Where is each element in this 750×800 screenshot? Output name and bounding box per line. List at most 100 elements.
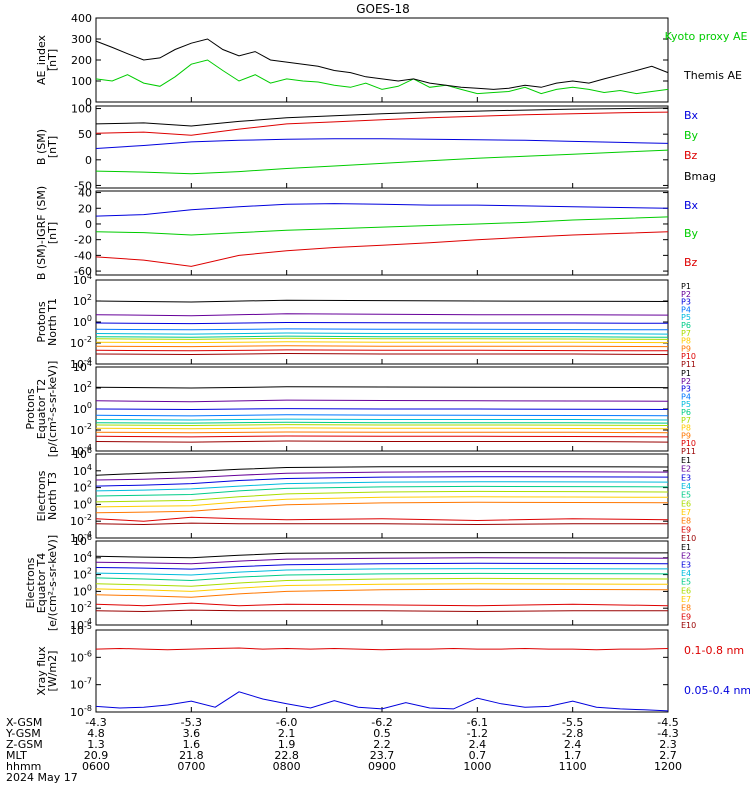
y-axis-label: North T1 [46, 298, 59, 346]
legend-label: P7 [681, 416, 691, 425]
x-row-value: 1.6 [183, 738, 201, 751]
y-tick-exponent: 2 [87, 480, 92, 489]
series-line-0-05-0-4-nm [95, 691, 669, 712]
y-tick-label: 50 [78, 128, 92, 141]
legend-label: E4 [681, 482, 691, 491]
panel-1: 0 100 200 300 400 AE_index[nT] Kyoto proxy AE T… [35, 12, 747, 109]
series-line-e3 [95, 562, 669, 570]
y-tick-label: -60 [74, 265, 92, 278]
series-line-e1 [95, 552, 669, 559]
y-tick-exponent: 2 [87, 380, 92, 389]
y-axis-label: [nT] [46, 49, 59, 71]
series-line-e5 [95, 485, 669, 497]
series-line-0-1-0-8-nm [95, 647, 669, 651]
legend-label: E7 [681, 508, 691, 517]
y-tick-label: -40 [74, 249, 92, 262]
series-line-e10 [95, 522, 668, 526]
series-line-p2 [95, 313, 669, 317]
y-tick-exponent: -2 [84, 335, 92, 344]
y-axis-label: Electrons [35, 470, 48, 521]
series-line-bz [95, 111, 669, 136]
y-tick-exponent: 4 [87, 272, 92, 281]
y-axis-label: [nT] [46, 136, 59, 158]
legend-label: P6 [681, 408, 691, 417]
series-line-p10 [95, 349, 669, 352]
x-row-value: -4.5 [657, 716, 678, 729]
series-line-p7 [95, 424, 669, 427]
legend-label: P8 [681, 337, 691, 346]
y-tick-label: 10-2 [70, 335, 92, 350]
x-row-value: 2.4 [469, 738, 487, 751]
series-line-e3 [95, 476, 669, 487]
y-tick-exponent: -4 [84, 530, 92, 539]
y-tick-label: 104 [73, 550, 92, 565]
series-line-p7 [95, 337, 669, 340]
legend-label: P9 [681, 431, 691, 440]
y-tick-exponent: 0 [87, 401, 92, 410]
series-line-p11 [95, 352, 669, 356]
x-row-label: Y-GSM [5, 727, 41, 740]
y-tick-exponent: -6 [84, 649, 92, 658]
y-tick-exponent: -8 [84, 704, 92, 713]
legend-label: P11 [681, 447, 696, 456]
x-row-value: -6.1 [467, 716, 488, 729]
y-axis-label: Protons [24, 388, 37, 429]
x-row-value: -4.3 [657, 727, 678, 740]
y-tick-label: 100 [71, 75, 92, 88]
x-row-value: 1000 [463, 760, 491, 773]
series-line-e5 [95, 572, 669, 582]
legend-label: P10 [681, 352, 696, 361]
series-line-p9 [95, 431, 669, 434]
y-tick-exponent: 0 [87, 583, 92, 592]
date-label: 2024 May 17 [6, 771, 78, 784]
x-row-value: -2.8 [562, 727, 583, 740]
x-row-value: 0600 [82, 760, 110, 773]
series-line-e9 [95, 602, 669, 607]
y-tick-label: 104 [73, 272, 92, 287]
legend-label: P4 [681, 392, 691, 401]
y-tick-label: 10-2 [70, 422, 92, 437]
y-tick-label: 102 [73, 293, 92, 308]
x-row-value: 2.7 [659, 749, 677, 762]
legend-label: E4 [681, 569, 691, 578]
y-axis-label: North T3 [46, 472, 59, 520]
y-tick-label: 100 [71, 103, 92, 116]
y-axis-label: Xray flux [35, 646, 48, 696]
legend-label: E9 [681, 612, 691, 621]
y-axis-label: B (SM) [35, 129, 48, 165]
series-line-e7 [95, 496, 669, 508]
legend-label: E2 [681, 552, 691, 561]
series-line-p9 [95, 345, 669, 348]
series-line-p2 [95, 399, 669, 403]
x-row-value: 3.6 [183, 727, 201, 740]
series-line-p1 [95, 299, 669, 303]
y-tick-label: 104 [73, 463, 92, 478]
y-tick-label: 100 [73, 314, 92, 329]
series-line-bx [95, 203, 669, 217]
x-row-value: -4.3 [85, 716, 106, 729]
x-row-value: 2.3 [659, 738, 677, 751]
y-tick-exponent: -4 [84, 617, 92, 626]
x-row-label: MLT [6, 749, 27, 762]
y-tick-label: 10-6 [70, 649, 92, 664]
series-line-e8 [95, 501, 669, 514]
legend-label: Bmag [684, 170, 716, 183]
x-row-value: 0.5 [373, 727, 391, 740]
x-row-value: 23.7 [370, 749, 395, 762]
x-row-value: 0.7 [469, 749, 487, 762]
y-axis-label: [nT] [46, 222, 59, 244]
x-row-value: 21.8 [179, 749, 204, 762]
y-tick-exponent: 2 [87, 567, 92, 576]
y-tick-exponent: -7 [84, 677, 92, 686]
legend-label: P10 [681, 439, 696, 448]
y-tick-label: 40 [78, 187, 92, 200]
series-line-p5 [95, 418, 669, 421]
legend-label: P5 [681, 400, 691, 409]
series-line-bz [95, 231, 669, 267]
series-line-e8 [95, 588, 669, 598]
y-tick-exponent: 4 [87, 359, 92, 368]
y-axis-label: Equator T4 [35, 553, 48, 613]
series-line-e6 [95, 577, 669, 587]
